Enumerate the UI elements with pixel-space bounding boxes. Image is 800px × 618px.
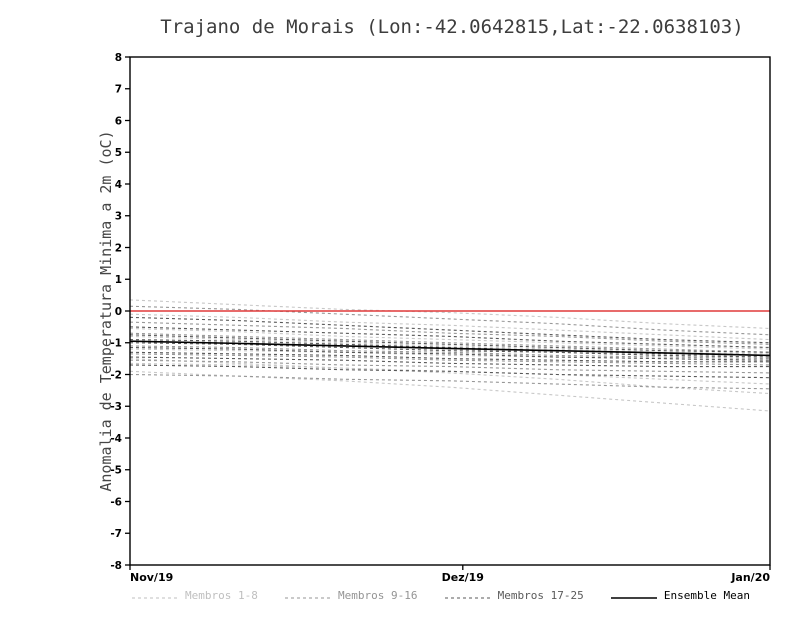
- legend-label: Membros 9-16: [338, 588, 418, 602]
- member-line: [129, 316, 771, 344]
- legend-item-membros-1-8: Membros 1-8: [132, 586, 258, 605]
- member-line: [129, 359, 771, 374]
- member-line: [129, 348, 771, 363]
- member-line: [129, 373, 771, 390]
- y-tick-label: 0: [115, 306, 122, 318]
- legend-item-ensemble-mean: Ensemble Mean: [610, 586, 750, 605]
- dashed-line-sample-icon: [132, 586, 178, 605]
- legend: Membros 1-8 Membros 9-16 Membros 17-25 E…: [132, 586, 750, 604]
- member-line: [129, 321, 771, 345]
- member-line: [129, 313, 771, 341]
- y-tick-label: 7: [115, 84, 122, 96]
- y-tick-label: -1: [110, 338, 122, 350]
- x-tick-label: Nov/19: [130, 571, 173, 584]
- x-tick-label: Jan/20: [730, 571, 770, 584]
- member-line: [129, 346, 771, 361]
- member-line: [129, 327, 771, 350]
- y-tick-label: -5: [110, 465, 122, 477]
- member-line: [129, 342, 771, 358]
- y-tick-label: -6: [110, 496, 122, 508]
- y-tick-label: 4: [115, 179, 122, 191]
- dashed-line-sample-icon: [285, 586, 332, 605]
- y-tick-label: -2: [110, 369, 122, 381]
- member-line: [129, 305, 771, 336]
- legend-label: Membros 1-8: [185, 588, 258, 602]
- y-tick-label: 8: [115, 52, 122, 64]
- member-line: [129, 364, 771, 379]
- legend-item-membros-17-25: Membros 17-25: [444, 586, 584, 605]
- solid-line-sample-icon: [610, 586, 657, 605]
- y-tick-label: 2: [115, 242, 122, 254]
- y-tick-label: -3: [110, 401, 122, 413]
- x-tick-label: Dez/19: [442, 571, 484, 584]
- y-tick-label: 3: [115, 211, 122, 223]
- legend-label: Membros 17-25: [497, 588, 584, 602]
- dashed-line-sample-icon: [444, 586, 491, 605]
- y-tick-label: -4: [110, 433, 122, 445]
- member-line: [129, 356, 770, 368]
- member-line: [129, 370, 771, 412]
- y-tick-label: 1: [115, 274, 122, 286]
- legend-item-membros-9-16: Membros 9-16: [285, 586, 418, 605]
- member-line: [129, 358, 771, 395]
- member-line: [129, 353, 771, 366]
- member-line: [129, 345, 771, 360]
- member-line: [129, 299, 771, 330]
- member-line: [129, 339, 771, 356]
- chart-title: Trajano de Morais (Lon:-42.0642815,Lat:-…: [160, 16, 744, 38]
- y-tick-label: -8: [110, 560, 122, 572]
- member-line: [129, 334, 771, 353]
- y-tick-label: -7: [110, 528, 122, 540]
- legend-label: Ensemble Mean: [663, 588, 750, 602]
- ensemble-mean-line: [129, 340, 771, 357]
- member-line: [129, 351, 770, 363]
- member-line: [129, 326, 771, 349]
- member-line: [129, 335, 771, 355]
- y-tick-label: 6: [115, 115, 122, 127]
- member-line: [129, 332, 771, 353]
- y-tick-label: 5: [115, 147, 122, 159]
